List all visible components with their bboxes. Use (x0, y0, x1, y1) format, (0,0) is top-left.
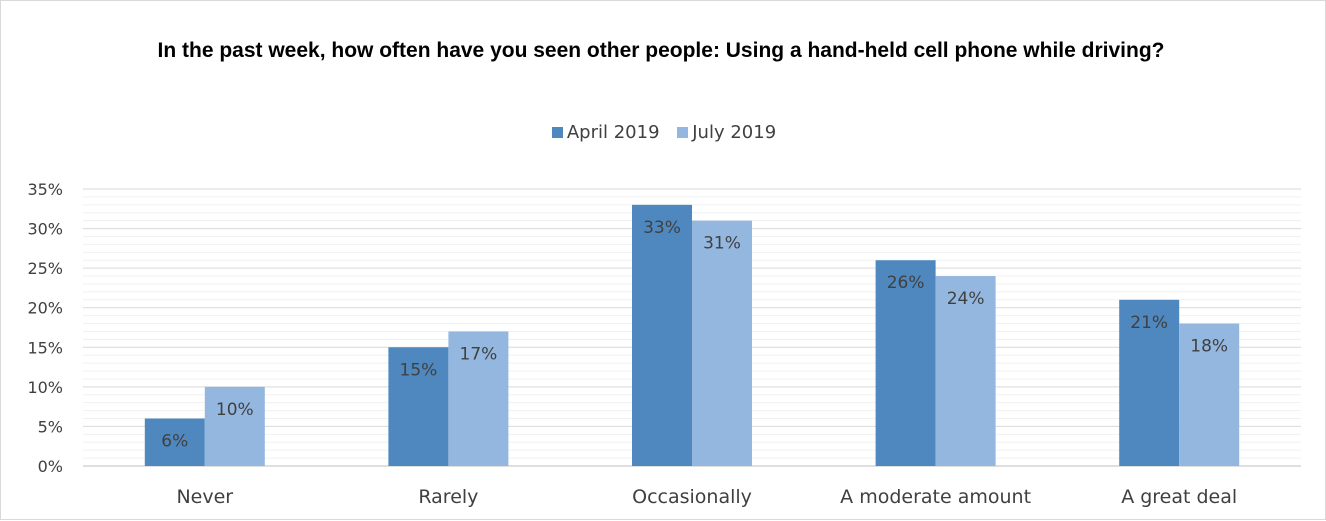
data-label: 6% (161, 432, 188, 452)
legend-item-april-2019: April 2019 (551, 122, 660, 143)
data-label: 18% (1190, 337, 1228, 357)
bar-july-2019 (448, 331, 509, 466)
y-tick-label: 0% (38, 457, 63, 476)
bar-april-2019 (144, 418, 205, 466)
bar-july-2019 (692, 220, 752, 466)
legend-label-april-2019: April 2019 (566, 122, 660, 143)
y-tick-label: 20% (27, 299, 63, 318)
chart-legend: April 2019 July 2019 (1, 122, 1326, 143)
legend-item-july-2019: July 2019 (677, 122, 776, 143)
legend-label-july-2019: July 2019 (692, 122, 777, 143)
data-label: 17% (460, 344, 498, 364)
data-label: 10% (216, 400, 254, 420)
bar-july-2019 (204, 386, 265, 466)
y-tick-label: 25% (27, 259, 63, 278)
legend-swatch-april-2019 (551, 127, 563, 138)
bar-april-2019 (632, 204, 692, 467)
y-tick-label: 30% (27, 220, 63, 239)
x-tick-label: Never (176, 486, 233, 508)
x-tick-label: A great deal (1121, 486, 1237, 508)
bar-april-2019 (1119, 299, 1180, 466)
x-tick-label: Occasionally (632, 486, 752, 508)
data-label: 31% (703, 234, 741, 254)
bar-april-2019 (875, 260, 936, 466)
data-label: 26% (887, 273, 925, 293)
x-tick-label: A moderate amount (840, 486, 1031, 508)
data-label: 33% (643, 218, 681, 238)
data-label: 15% (400, 360, 438, 380)
data-label: 21% (1130, 313, 1168, 333)
y-tick-label: 15% (27, 338, 63, 357)
bar-april-2019 (388, 347, 449, 466)
legend-swatch-july-2019 (677, 127, 689, 138)
data-label: 24% (947, 289, 985, 309)
chart-title: In the past week, how often have you see… (157, 39, 1165, 62)
bar-july-2019 (1179, 323, 1240, 466)
x-tick-label: Rarely (418, 486, 478, 508)
bar-july-2019 (935, 276, 996, 466)
y-tick-label: 5% (38, 417, 63, 436)
y-tick-label: 10% (27, 378, 63, 397)
y-tick-label: 35% (27, 180, 63, 199)
